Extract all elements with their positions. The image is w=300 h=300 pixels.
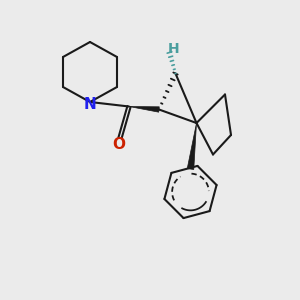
Text: H: H (167, 42, 179, 56)
Text: O: O (112, 137, 125, 152)
Text: N: N (84, 97, 96, 112)
Polygon shape (187, 123, 196, 169)
Polygon shape (129, 106, 159, 112)
